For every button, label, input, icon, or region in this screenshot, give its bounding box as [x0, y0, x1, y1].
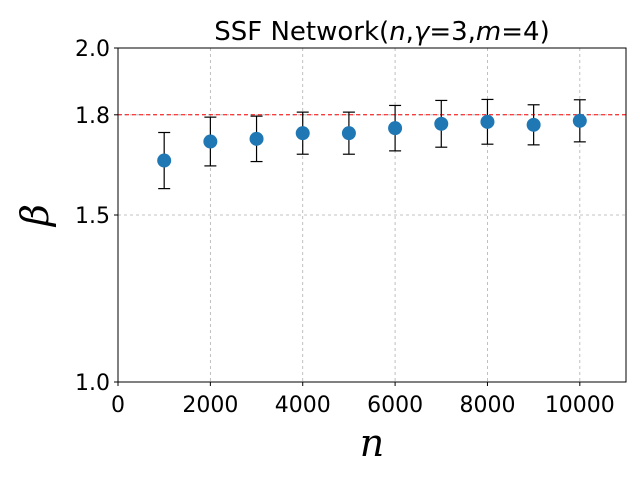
chart-title-part: γ [414, 17, 431, 47]
data-point [434, 116, 449, 131]
x-tick-label: 4000 [275, 393, 331, 418]
data-point [526, 117, 541, 132]
chart-title-part: m [476, 17, 501, 47]
chart-title-part: , [406, 17, 414, 47]
x-tick-label: 6000 [367, 393, 423, 418]
data-points [157, 98, 587, 190]
x-tick-label: 0 [111, 393, 125, 418]
data-point [572, 113, 587, 128]
x-tick-label: 8000 [459, 393, 515, 418]
axis-ticks: 0 2000 4000 6000 8000 10000 1.0 1.5 1.8 2.0 [75, 37, 615, 418]
x-tick-label: 10000 [545, 393, 615, 418]
data-point [480, 114, 495, 129]
data-point [341, 126, 356, 141]
y-tick-label: 1.5 [75, 204, 110, 229]
x-axis-label: n [360, 421, 384, 465]
y-tick-label: 1.8 [75, 104, 110, 129]
y-tick-label: 1.0 [75, 371, 110, 396]
y-tick-label: 2.0 [75, 37, 110, 62]
x-tick-label: 2000 [182, 393, 238, 418]
data-point [388, 121, 403, 136]
chart-title-part: SSF Network( [214, 17, 389, 47]
data-point [295, 126, 310, 141]
data-point [203, 134, 218, 149]
data-point [249, 131, 264, 146]
chart-title: SSF Network(n,γ=3,m=4) [214, 17, 549, 47]
data-point [157, 153, 172, 168]
chart-title-part: =3, [429, 17, 476, 47]
chart-title-part: =4) [501, 17, 549, 47]
chart-title-part: n [389, 17, 405, 47]
grid-lines [117, 47, 626, 383]
y-axis-label: β [13, 204, 57, 228]
